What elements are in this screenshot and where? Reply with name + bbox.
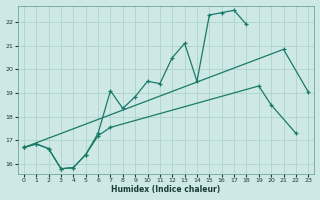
X-axis label: Humidex (Indice chaleur): Humidex (Indice chaleur)	[111, 185, 221, 194]
